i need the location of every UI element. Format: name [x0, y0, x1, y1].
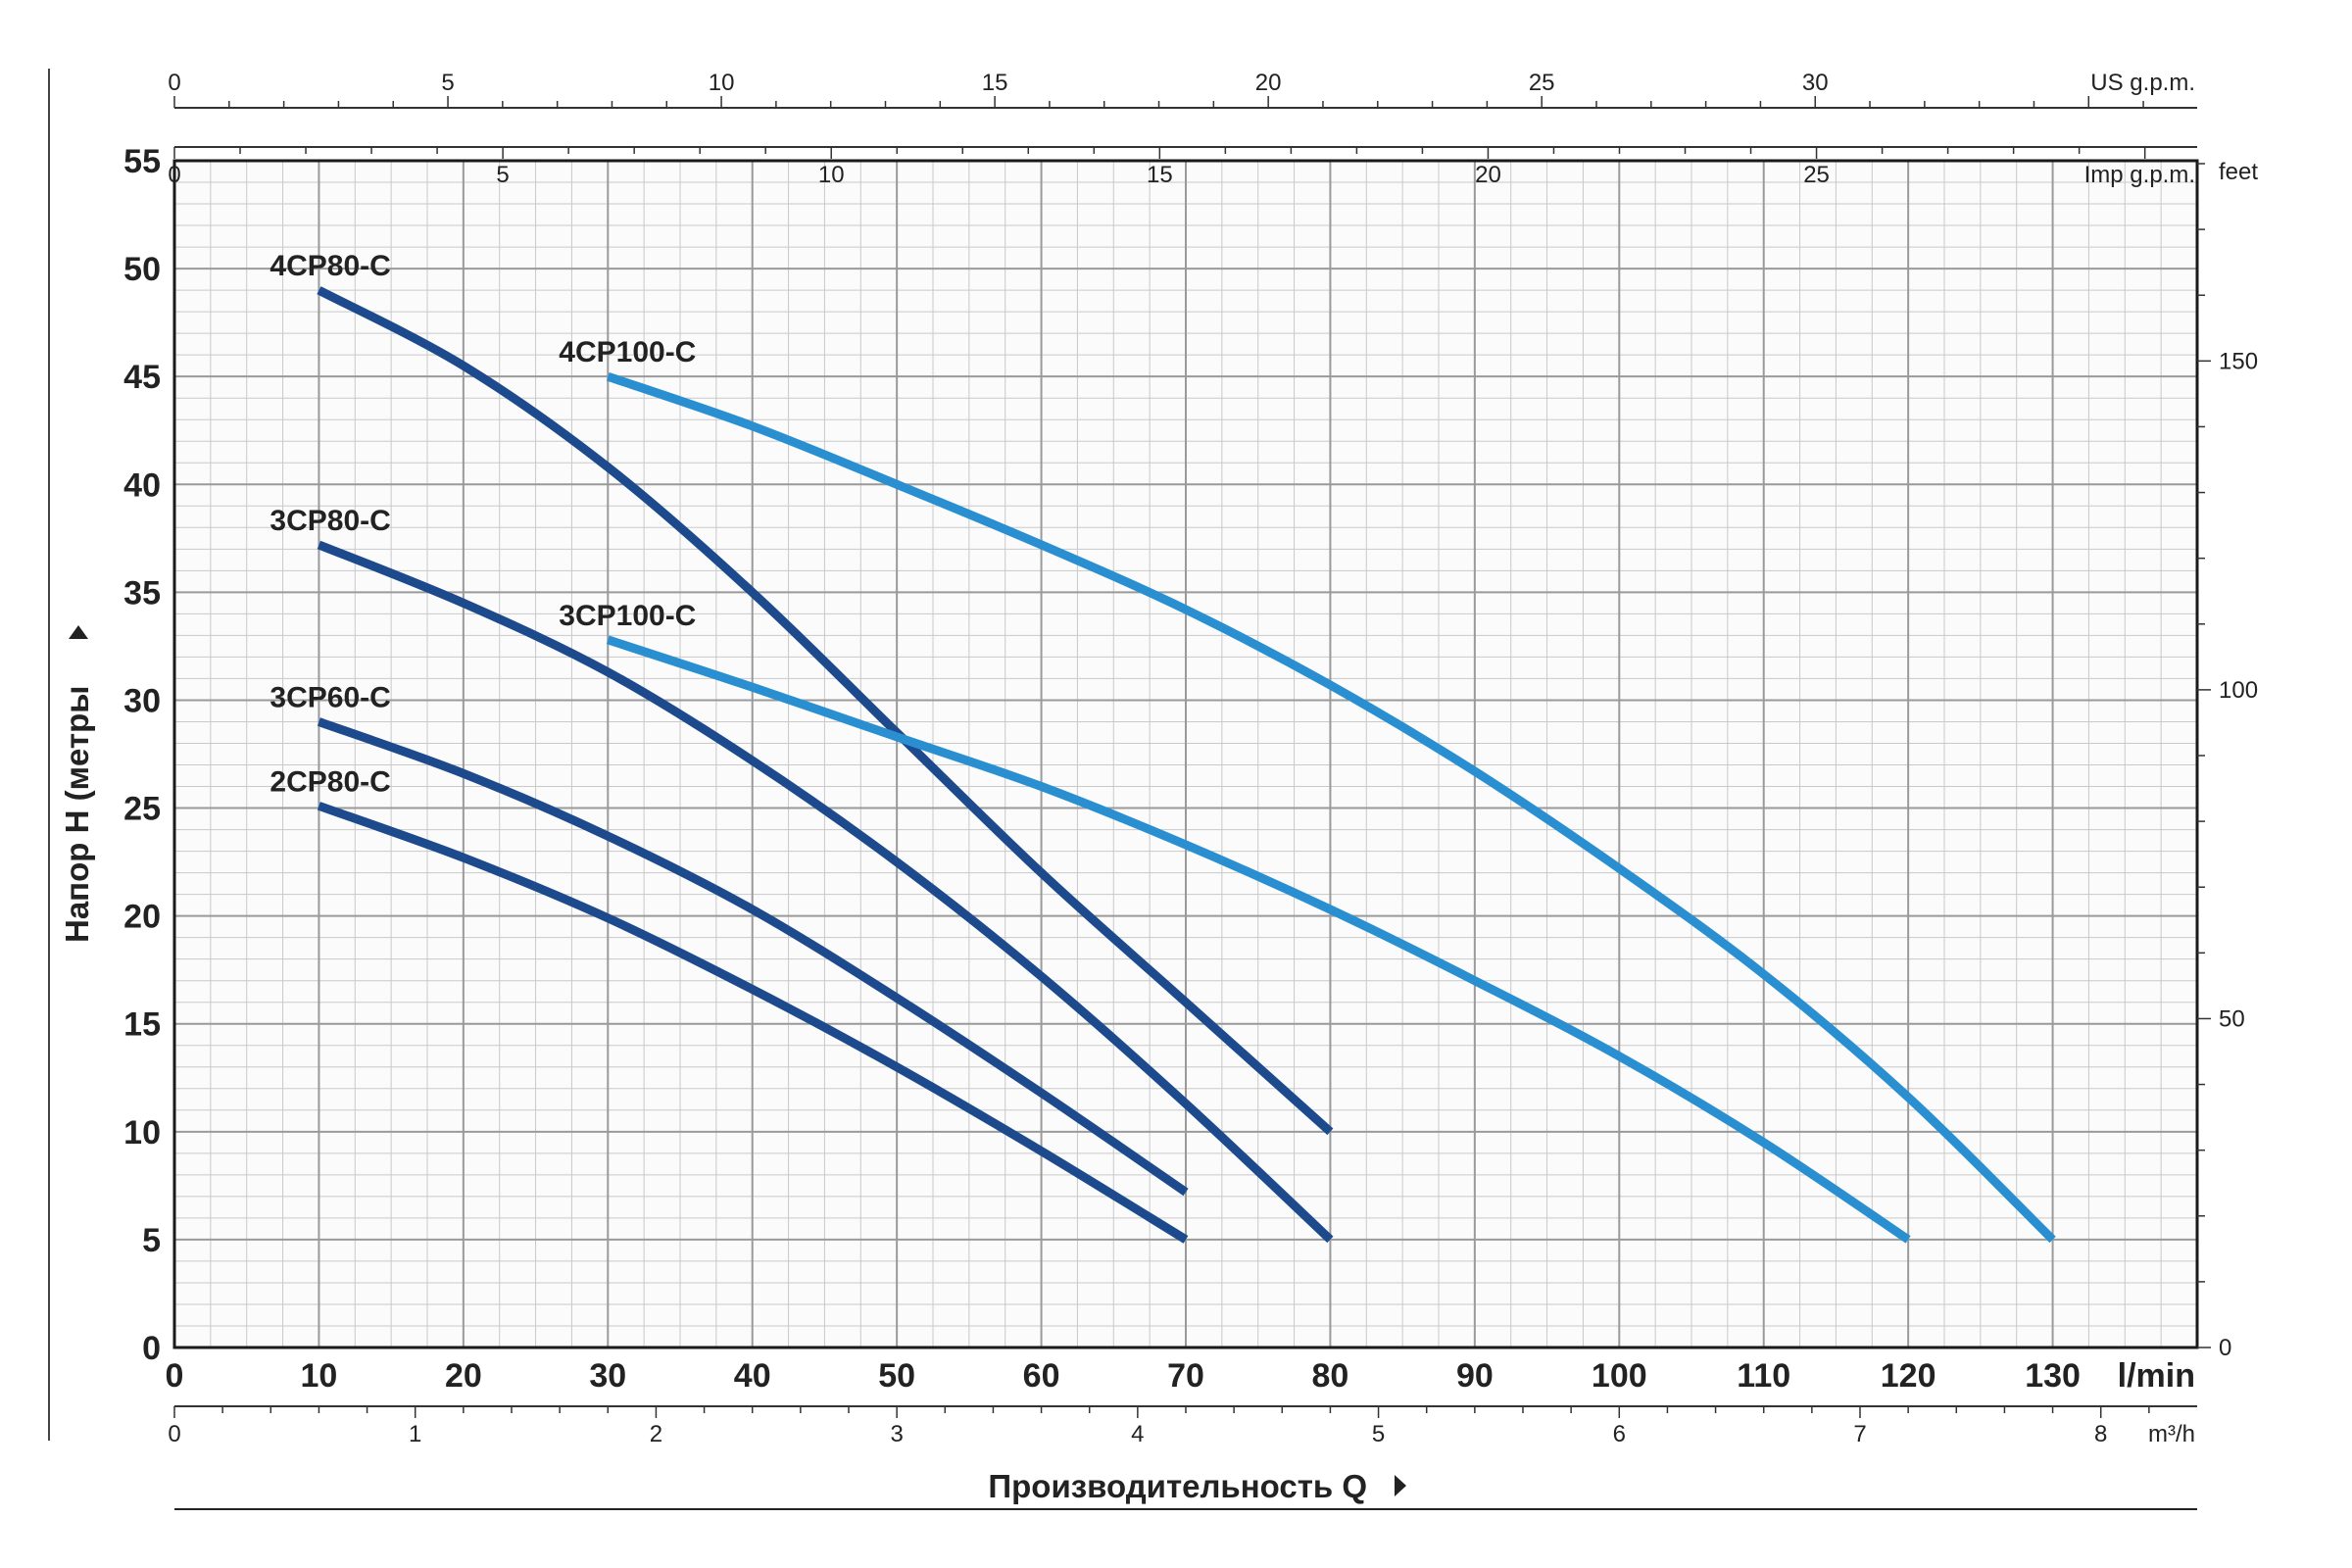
imp-gpm-unit-label: Imp g.p.m. [2084, 162, 2195, 188]
feet-tick-label: 50 [2219, 1005, 2245, 1032]
m3h-tick-label: 6 [1613, 1421, 1626, 1447]
y-tick-label: 20 [123, 899, 161, 936]
m3h-tick-label: 3 [890, 1421, 903, 1447]
x-tick-label: 10 [301, 1357, 338, 1395]
y-tick-label: 5 [142, 1222, 161, 1259]
us-gpm-tick-label: 25 [1529, 70, 1555, 96]
x-tick-label: 60 [1023, 1357, 1060, 1395]
y-tick-label: 50 [123, 251, 161, 288]
x-tick-label: 50 [878, 1357, 915, 1395]
plot-frame [172, 159, 2199, 1349]
grid [172, 159, 2199, 1349]
x-tick-label: 100 [1592, 1357, 1647, 1395]
x-tick-label: 90 [1456, 1357, 1494, 1395]
series-line-2cp80-c [317, 802, 1189, 1244]
x-tick-label: 120 [1881, 1357, 1936, 1395]
m3h-tick-label: 5 [1372, 1421, 1385, 1447]
series-label-3cp100-c: 3CP100-C [559, 600, 696, 632]
feet-tick-label: 150 [2219, 348, 2258, 374]
y-axis-arrow-icon [69, 625, 88, 639]
imp-gpm-tick-label: 20 [1475, 162, 1501, 188]
series-line-3cp100-c [606, 635, 1911, 1244]
y-tick-label: 55 [123, 143, 161, 180]
feet-tick-label: 0 [2219, 1335, 2231, 1361]
y-axis-title: Напор H (метры [59, 686, 95, 943]
series-line-4cp100-c [606, 371, 2056, 1244]
x-tick-label: 0 [166, 1357, 184, 1395]
series-line-3cp80-c [317, 540, 1334, 1244]
x-tick-label: 30 [589, 1357, 626, 1395]
x-tick-label: 20 [445, 1357, 482, 1395]
imp-gpm-tick-label: 10 [818, 162, 845, 188]
x-tick-label: 110 [1737, 1357, 1790, 1395]
imp-gpm-tick-label: 0 [168, 162, 180, 188]
series-label-3cp60-c: 3CP60-C [270, 681, 390, 713]
m3h-tick-label: 2 [650, 1421, 662, 1447]
us-gpm-tick-label: 0 [168, 70, 180, 96]
m3h-tick-label: 0 [168, 1421, 180, 1447]
m3h-tick-label: 1 [409, 1421, 421, 1447]
x-tick-label: 130 [2025, 1357, 2081, 1395]
series-label-2cp80-c: 2CP80-C [270, 765, 390, 798]
y-tick-label: 40 [123, 466, 161, 504]
m3h-tick-label: 7 [1853, 1421, 1866, 1447]
us-gpm-unit-label: US g.p.m. [2090, 70, 2195, 96]
feet-unit-label: feet [2219, 159, 2258, 185]
us-gpm-tick-label: 10 [709, 70, 735, 96]
us-gpm-tick-label: 15 [982, 70, 1008, 96]
y-tick-label: 45 [123, 359, 161, 396]
imp-gpm-tick-label: 5 [496, 162, 509, 188]
us-gpm-tick-label: 20 [1255, 70, 1282, 96]
y-tick-label: 0 [142, 1330, 161, 1367]
series-line-4cp80-c [317, 286, 1334, 1136]
y-tick-label: 15 [123, 1006, 161, 1044]
m3h-unit-label: m³/h [2148, 1421, 2195, 1447]
series-label-4cp80-c: 4CP80-C [270, 250, 390, 282]
x-tick-label: 80 [1312, 1357, 1349, 1395]
x-axis-title: Производительность Q [988, 1468, 1367, 1504]
us-gpm-tick-label: 5 [441, 70, 454, 96]
series-line-3cp60-c [317, 717, 1189, 1197]
y-tick-label: 25 [123, 791, 161, 828]
imp-gpm-tick-label: 15 [1147, 162, 1173, 188]
y-tick-label: 35 [123, 574, 161, 612]
m3h-tick-label: 4 [1131, 1421, 1144, 1447]
series-label-3cp80-c: 3CP80-C [270, 505, 390, 537]
series-lines: 4CP80-C 4CP100-C 3CP80-C 3CP100-C 3CP60-C 2CP… [270, 250, 2056, 1244]
series-label-4cp100-c: 4CP100-C [559, 336, 696, 368]
imp-gpm-tick-label: 25 [1803, 162, 1830, 188]
x-unit-label: l/min [2118, 1357, 2195, 1395]
x-tick-label: 40 [734, 1357, 771, 1395]
feet-tick-label: 100 [2219, 677, 2258, 704]
y-tick-label: 30 [123, 682, 161, 719]
x-tick-label: 70 [1167, 1357, 1204, 1395]
y-tick-label: 10 [123, 1114, 161, 1152]
m3h-tick-label: 8 [2094, 1421, 2107, 1447]
x-axis-arrow-icon [1395, 1475, 1406, 1496]
us-gpm-tick-label: 30 [1802, 70, 1829, 96]
